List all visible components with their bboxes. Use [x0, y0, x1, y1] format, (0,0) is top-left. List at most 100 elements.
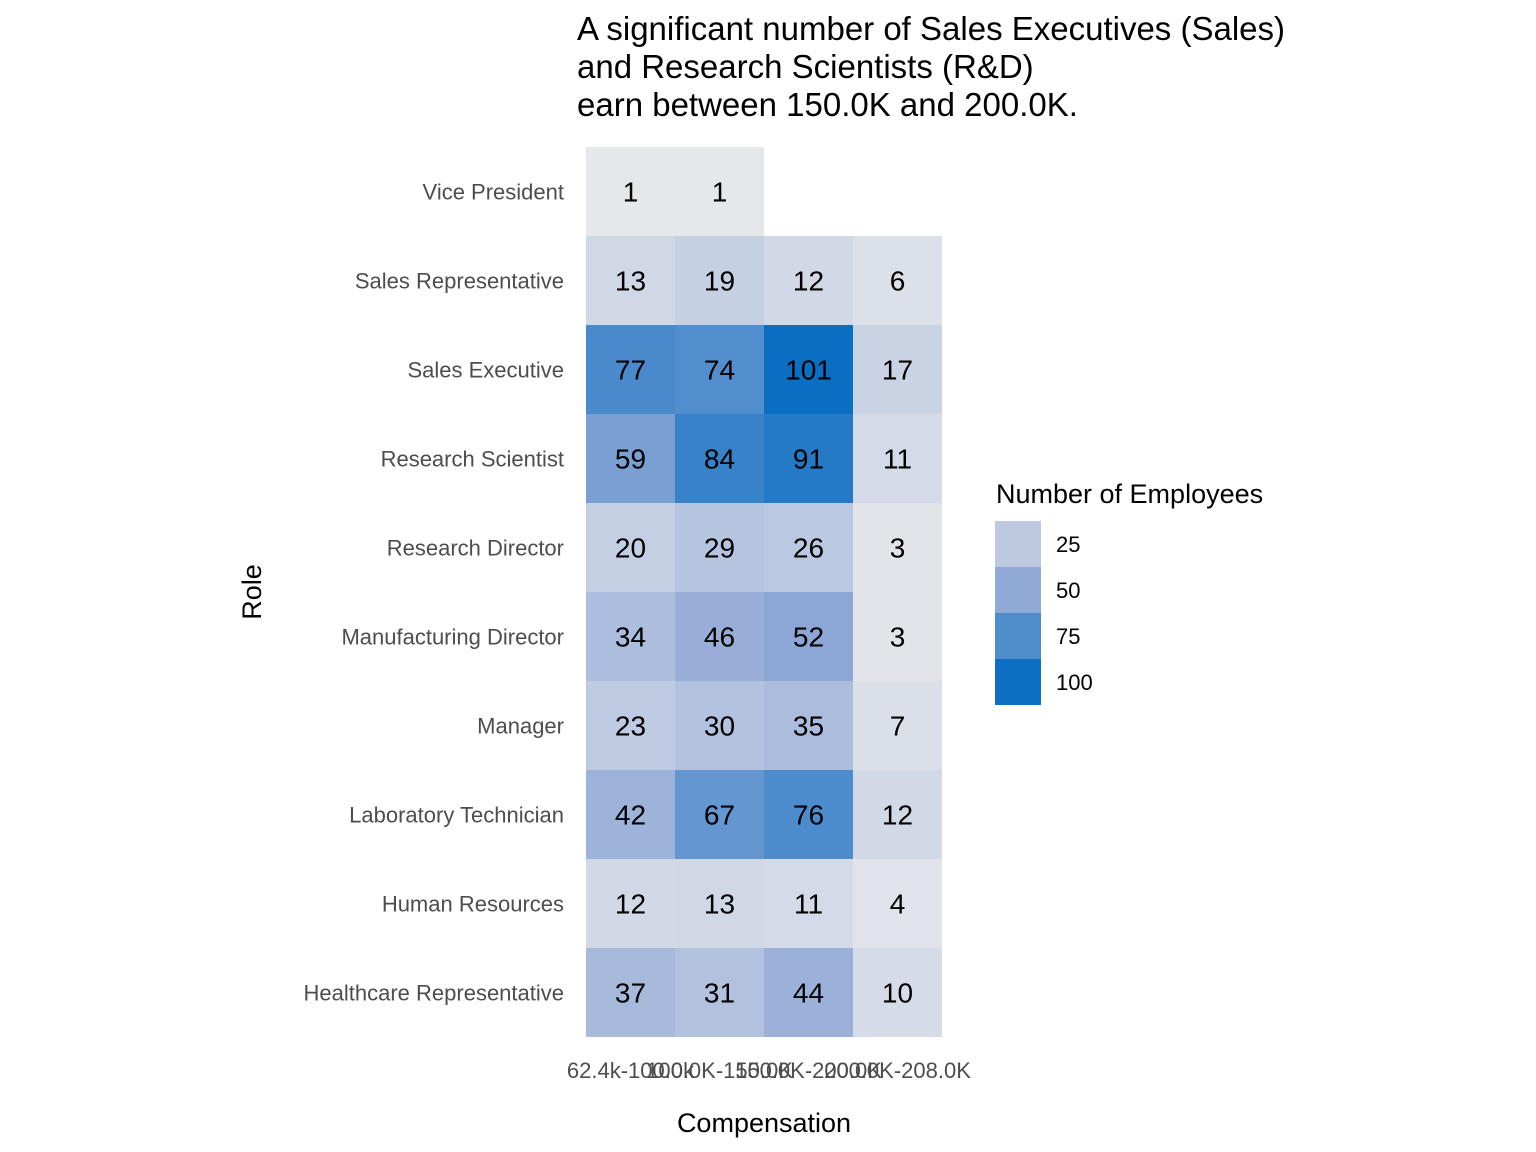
- legend-key-label: 50: [1056, 578, 1080, 603]
- chart-title: A significant number of Sales Executives…: [577, 10, 1477, 124]
- cell-value-label: 10: [882, 978, 913, 1009]
- cell-value-label: 59: [615, 444, 646, 475]
- cell-value-label: 11: [794, 889, 823, 920]
- y-tick-label: Vice President: [423, 180, 564, 205]
- heatmap-cell: [853, 770, 942, 859]
- heatmap-cell: [764, 681, 853, 770]
- cell-value-label: 37: [615, 978, 646, 1009]
- heatmap-cell: [675, 325, 764, 414]
- cell-value-label: 30: [704, 711, 735, 742]
- heatmap-cell: [853, 859, 942, 948]
- cell-value-label: 29: [704, 533, 735, 564]
- x-tick-label: 200.0K-208.0K: [824, 1058, 971, 1083]
- x-tick-label: 62.4k-100.0k: [567, 1058, 695, 1083]
- y-axis-title: Role: [237, 564, 267, 620]
- chart-title-line: and Research Scientists (R&D): [577, 48, 1034, 85]
- cell-value-label: 35: [793, 711, 824, 742]
- y-tick-label: Sales Executive: [407, 358, 564, 383]
- cell-value-label: 3: [890, 622, 906, 653]
- cell-value-label: 84: [704, 444, 735, 475]
- heatmap-cell: [764, 236, 853, 325]
- heatmap-cell: [675, 592, 764, 681]
- heatmap-cell: [675, 859, 764, 948]
- y-tick-label: Sales Representative: [355, 269, 564, 294]
- heatmap-cell: [764, 503, 853, 592]
- cell-value-label: 1: [623, 177, 639, 208]
- legend-keys: 25 50 75 100: [995, 521, 1093, 705]
- heatmap-cell: [853, 948, 942, 1037]
- heatmap-cell: [675, 681, 764, 770]
- heatmap-cell: [586, 859, 675, 948]
- legend-title: Number of Employees: [996, 479, 1263, 509]
- y-tick-label: Human Resources: [382, 892, 564, 917]
- cell-value-label: 91: [793, 444, 824, 475]
- heatmap-cell: [853, 503, 942, 592]
- y-tick-label: Healthcare Representative: [304, 981, 564, 1006]
- cell-value-label: 12: [793, 266, 824, 297]
- heatmap-cell: [764, 592, 853, 681]
- cell-value-label: 12: [615, 889, 646, 920]
- heatmap-cell: [853, 681, 942, 770]
- cell-value-label: 6: [890, 266, 906, 297]
- heatmap-cell: [586, 681, 675, 770]
- cell-value-label: 34: [615, 622, 646, 653]
- legend-key-label: 75: [1056, 624, 1080, 649]
- cell-value-label: 12: [882, 800, 913, 831]
- heatmap-cell: [853, 592, 942, 681]
- heatmap-cell: [586, 236, 675, 325]
- legend-key-swatch: [995, 613, 1041, 659]
- heatmap-cell: [675, 770, 764, 859]
- heatmap-cell: [586, 414, 675, 503]
- cell-value-label: 13: [704, 889, 735, 920]
- heatmap-cell: [675, 414, 764, 503]
- cell-value-label: 20: [615, 533, 646, 564]
- chart-title-line: earn between 150.0K and 200.0K.: [577, 86, 1078, 123]
- heatmap-cell: [853, 414, 942, 503]
- y-tick-label: Research Scientist: [381, 447, 564, 472]
- legend-key-label: 25: [1056, 532, 1080, 557]
- cell-value-label: 13: [615, 266, 646, 297]
- legend-key-swatch: [995, 567, 1041, 613]
- cell-value-label: 7: [890, 711, 906, 742]
- cell-value-label: 52: [793, 622, 824, 653]
- cell-value-label: 74: [704, 355, 735, 386]
- cell-value-label: 31: [704, 978, 735, 1009]
- heatmap-cells: [586, 147, 942, 1037]
- cell-value-label: 4: [890, 889, 906, 920]
- legend-key-label: 100: [1056, 670, 1093, 695]
- cell-value-label: 19: [704, 266, 735, 297]
- x-axis-title: Compensation: [677, 1108, 851, 1138]
- heatmap-cell: [764, 948, 853, 1037]
- cell-value-label: 67: [704, 800, 735, 831]
- x-axis-tick-labels: 62.4k-100.0k100.0K-150.0K150.0K-200.0K20…: [567, 1058, 971, 1083]
- y-tick-label: Laboratory Technician: [349, 803, 564, 828]
- heatmap-cell: [764, 325, 853, 414]
- cell-value-label: 26: [793, 533, 824, 564]
- y-tick-label: Manufacturing Director: [341, 625, 564, 650]
- heatmap-cell: [586, 503, 675, 592]
- cell-value-label: 42: [615, 800, 646, 831]
- legend: Number of Employees 25 50 75 100: [995, 479, 1263, 705]
- y-axis-tick-labels: Vice President Sales Representative Sales …: [304, 180, 564, 1006]
- y-tick-label: Research Director: [387, 536, 564, 561]
- heatmap-cell: [764, 414, 853, 503]
- heatmap-cell: [675, 236, 764, 325]
- cell-value-label: 44: [793, 978, 824, 1009]
- heatmap-cell: [675, 503, 764, 592]
- cell-value-label: 23: [615, 711, 646, 742]
- cell-value-label: 17: [882, 355, 913, 386]
- heatmap-cell: [764, 859, 853, 948]
- legend-key-swatch: [995, 659, 1041, 705]
- heatmap-cell: [586, 147, 675, 236]
- cell-value-label: 3: [890, 533, 906, 564]
- heatmap-cell: [586, 592, 675, 681]
- heatmap-cell: [675, 147, 764, 236]
- cell-value-label: 77: [615, 355, 646, 386]
- legend-key-swatch: [995, 521, 1041, 567]
- cell-value-label: 11: [883, 444, 912, 475]
- heatmap-cell: [586, 770, 675, 859]
- heatmap-cell: [675, 948, 764, 1037]
- heatmap-cell: [586, 325, 675, 414]
- cell-value-label: 46: [704, 622, 735, 653]
